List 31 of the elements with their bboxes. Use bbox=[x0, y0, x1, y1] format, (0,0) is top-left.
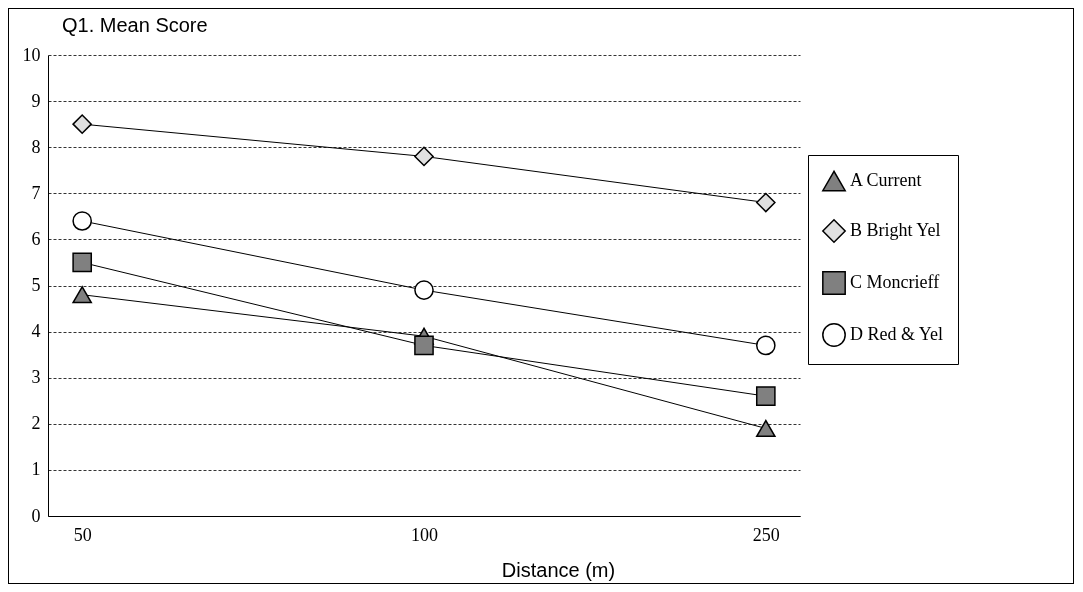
point bbox=[414, 280, 434, 300]
x-tick-label: 250 bbox=[752, 524, 780, 545]
y-tick-label: 8 bbox=[31, 136, 41, 157]
x-tick-label: 50 bbox=[73, 524, 92, 545]
legend-label: A Current bbox=[850, 170, 922, 190]
y-tick-label: 3 bbox=[31, 367, 41, 388]
chart-title: Q1. Mean Score bbox=[62, 14, 208, 36]
y-tick-label: 1 bbox=[31, 459, 41, 480]
legend-label: D Red & Yel bbox=[850, 324, 944, 344]
point bbox=[414, 146, 434, 167]
x-axis-title: Distance (m) bbox=[501, 558, 616, 581]
y-tick-label: 9 bbox=[31, 90, 41, 111]
y-tick-label: 0 bbox=[31, 505, 41, 526]
point bbox=[72, 252, 93, 273]
point bbox=[414, 335, 434, 356]
y-tick-label: 7 bbox=[31, 182, 41, 203]
point bbox=[72, 211, 93, 231]
y-tick-label: 2 bbox=[31, 413, 41, 434]
point bbox=[72, 286, 93, 304]
point bbox=[755, 386, 776, 406]
legend-label: C Moncrieff bbox=[850, 272, 940, 292]
point bbox=[755, 419, 776, 438]
y-tick-label: 4 bbox=[31, 321, 41, 342]
y-tick-label: 5 bbox=[31, 275, 41, 295]
legend-label: B Bright Yel bbox=[850, 220, 941, 240]
point bbox=[72, 114, 93, 134]
y-tick-label: 6 bbox=[31, 228, 41, 249]
point bbox=[755, 335, 776, 356]
point bbox=[755, 192, 776, 213]
x-tick-label: 100 bbox=[411, 524, 438, 545]
y-tick-label: 10 bbox=[22, 44, 41, 65]
